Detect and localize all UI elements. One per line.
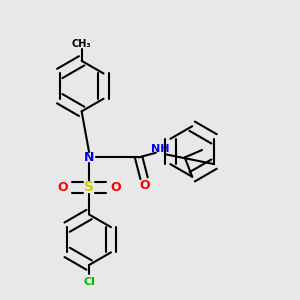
- Text: CH₃: CH₃: [72, 39, 92, 49]
- Text: O: O: [139, 179, 150, 192]
- Text: O: O: [110, 181, 121, 194]
- Text: N: N: [84, 151, 94, 164]
- Text: O: O: [57, 181, 68, 194]
- Text: Cl: Cl: [83, 277, 95, 287]
- Text: S: S: [84, 180, 94, 194]
- Text: NH: NH: [152, 144, 170, 154]
